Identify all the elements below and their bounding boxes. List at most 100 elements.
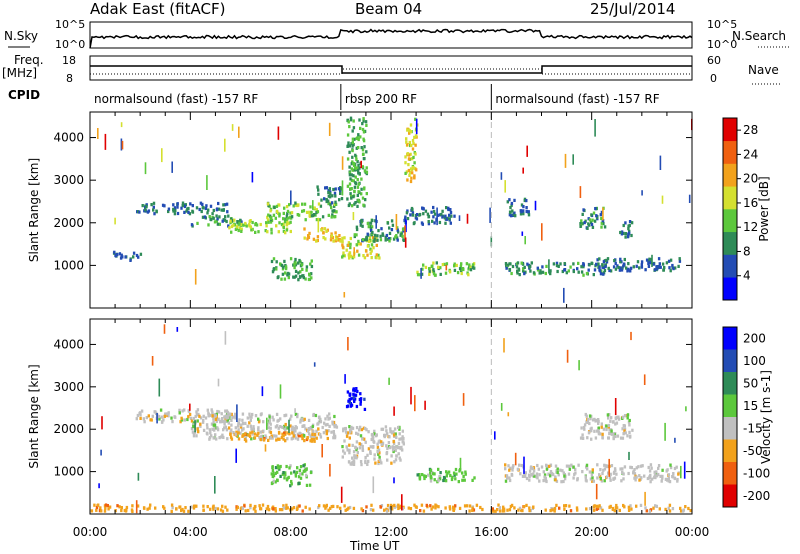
data-streak	[317, 217, 320, 233]
data-cell	[309, 434, 312, 438]
data-cell	[319, 204, 323, 208]
data-cell	[599, 468, 602, 472]
data-cell	[506, 263, 510, 267]
data-cell	[523, 272, 526, 276]
data-cell	[355, 431, 358, 435]
data-cell	[441, 263, 445, 267]
data-cell	[617, 265, 620, 270]
colorbar-tick-label: 16	[743, 196, 758, 210]
data-cell	[432, 268, 435, 272]
data-cell	[315, 210, 318, 215]
colorbar-tick-label: -100	[743, 466, 770, 480]
data-cell	[159, 408, 163, 412]
data-cell	[303, 417, 306, 421]
data-cell	[211, 427, 214, 431]
data-cell	[414, 134, 418, 138]
data-cell	[505, 266, 508, 270]
data-cell	[324, 506, 327, 510]
data-cell	[218, 436, 221, 440]
data-cell	[525, 206, 528, 210]
data-cell	[618, 268, 622, 272]
data-cell	[461, 478, 464, 482]
data-streak	[459, 457, 462, 471]
data-cell	[371, 432, 374, 437]
data-streak	[541, 223, 543, 241]
data-cell	[200, 209, 203, 214]
data-cell	[167, 209, 170, 214]
data-cell	[594, 419, 597, 423]
data-cell	[319, 417, 322, 421]
data-cell	[414, 152, 417, 156]
data-cell	[453, 473, 456, 477]
data-cell	[284, 471, 287, 475]
data-cell	[372, 445, 375, 449]
data-cell	[629, 266, 633, 270]
data-streak	[137, 472, 140, 481]
data-cell	[520, 261, 523, 265]
data-cell	[300, 263, 304, 267]
data-cell	[678, 259, 682, 263]
data-cell	[262, 420, 265, 424]
data-cell	[342, 427, 345, 431]
nave-trace	[90, 68, 692, 75]
data-cell	[545, 264, 548, 268]
data-cell	[388, 226, 391, 230]
data-streak	[507, 412, 510, 417]
data-cell	[302, 464, 305, 468]
data-cell	[392, 430, 395, 434]
data-cell	[305, 473, 308, 477]
data-cell	[587, 268, 590, 272]
freq-unit: [MHz]	[2, 66, 37, 80]
data-cell	[581, 222, 584, 226]
data-cell	[640, 265, 644, 269]
data-cell	[407, 153, 411, 157]
data-cell	[352, 255, 356, 259]
data-cell	[351, 168, 354, 172]
data-streak	[341, 156, 344, 170]
data-cell	[393, 505, 397, 509]
data-cell	[504, 463, 507, 467]
data-cell	[269, 430, 273, 434]
data-cell	[426, 212, 430, 216]
data-cell	[413, 503, 416, 507]
data-cell	[621, 436, 625, 440]
data-cell	[508, 198, 511, 202]
data-cell	[269, 209, 272, 213]
data-cell	[229, 435, 233, 439]
data-cell	[280, 277, 283, 281]
data-cell	[222, 435, 225, 439]
data-cell	[588, 223, 591, 227]
data-cell	[384, 238, 387, 242]
data-streak	[643, 374, 646, 385]
data-cell	[322, 236, 325, 240]
data-cell	[270, 472, 273, 476]
data-cell	[356, 193, 359, 197]
data-cell	[543, 473, 547, 477]
data-cell	[432, 205, 435, 210]
data-cell	[347, 243, 350, 247]
data-cell	[272, 418, 275, 422]
data-cell	[157, 414, 161, 419]
data-cell	[345, 445, 348, 449]
data-cell	[283, 424, 286, 428]
data-cell	[610, 432, 614, 436]
data-cell	[196, 408, 200, 412]
data-cell	[401, 448, 404, 452]
data-cell	[289, 229, 292, 234]
data-cell	[654, 504, 657, 508]
data-cell	[529, 465, 533, 469]
data-cell	[429, 504, 432, 508]
data-cell	[508, 213, 512, 217]
data-cell	[577, 463, 580, 467]
data-cell	[188, 212, 192, 216]
data-cell	[297, 475, 301, 479]
data-cell	[343, 439, 346, 443]
data-cell	[454, 467, 458, 472]
data-cell	[195, 410, 198, 414]
data-cell	[199, 422, 202, 426]
data-cell	[667, 476, 670, 480]
data-cell	[187, 415, 190, 419]
data-streak	[97, 128, 99, 139]
data-cell	[284, 267, 288, 271]
data-cell	[218, 222, 221, 226]
